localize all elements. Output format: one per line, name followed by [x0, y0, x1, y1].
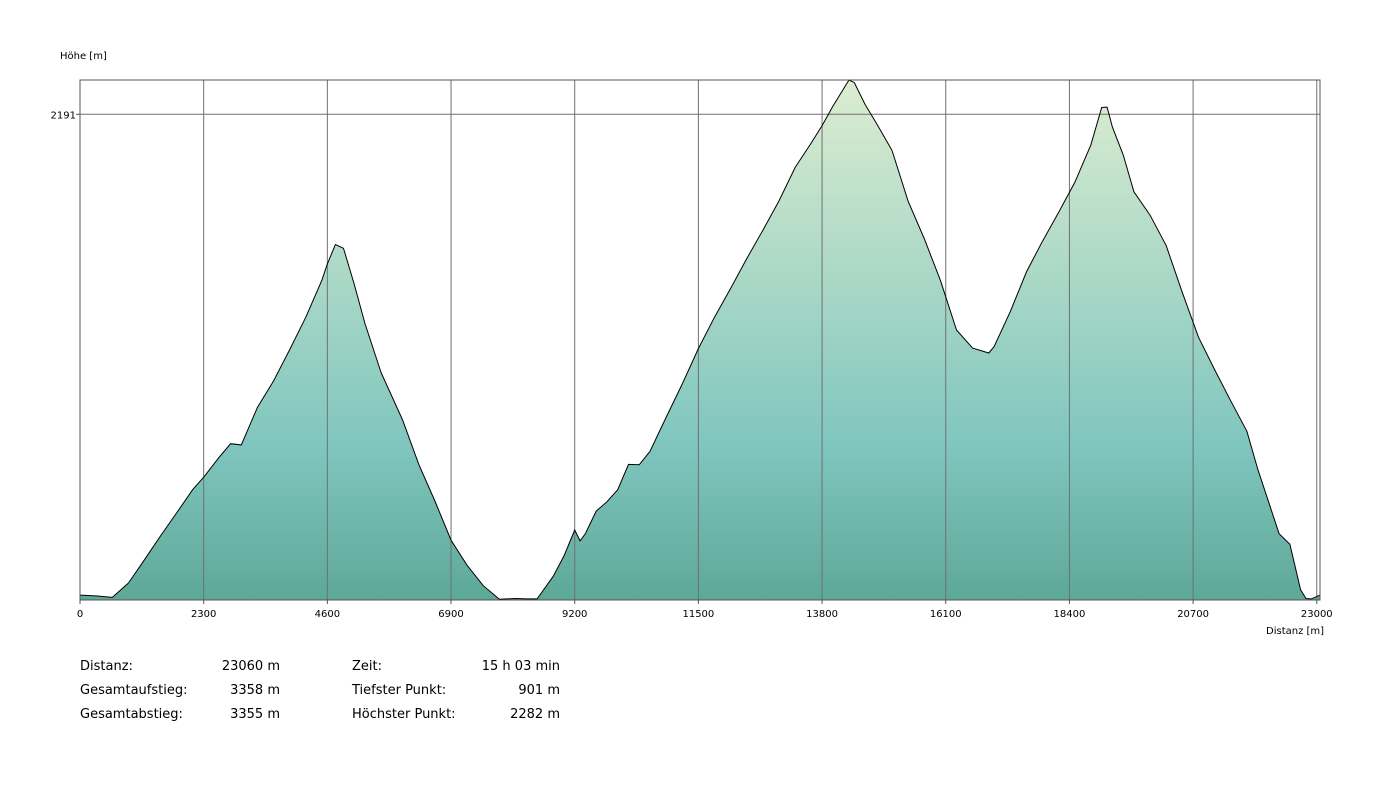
stat-total-ascent: Gesamtaufstieg: 3358 m	[80, 682, 280, 706]
stat-total-descent: Gesamtabstieg: 3355 m	[80, 706, 280, 730]
elevation-line	[79, 79, 1321, 600]
x-tick-label: 9200	[562, 609, 587, 620]
stat-label: Distanz:	[80, 659, 133, 674]
stats-left-column: Distanz: 23060 m Gesamtaufstieg: 3358 m …	[80, 658, 280, 730]
stat-value: 3355 m	[230, 707, 280, 722]
stat-label: Tiefster Punkt:	[352, 683, 447, 698]
y-tick-labels: 2191	[51, 110, 80, 121]
stat-label: Gesamtabstieg:	[80, 707, 183, 722]
x-tick-label: 6900	[438, 609, 463, 620]
x-tick-label: 23000	[1301, 609, 1333, 620]
x-tick-label: 2300	[191, 609, 216, 620]
stat-value: 2282 m	[510, 707, 560, 722]
x-tick-label: 18400	[1054, 609, 1086, 620]
x-tick-labels: 0 2300 4600 6900 9200 11500 13800 16100 18400 207…	[77, 600, 1333, 620]
elevation-profile-chart: 0 2300 4600 6900 9200 11500 13800 16100 18400 207…	[51, 79, 1333, 620]
stat-lowest-point: Tiefster Punkt: 901 m	[352, 682, 560, 706]
stat-label: Höchster Punkt:	[352, 707, 456, 722]
stat-value: 15 h 03 min	[481, 659, 560, 674]
x-tick-label: 0	[77, 609, 83, 620]
x-tick-label: 20700	[1177, 609, 1209, 620]
y-axis-title: Höhe [m]	[60, 51, 107, 62]
stat-distance: Distanz: 23060 m	[80, 658, 280, 682]
stat-label: Gesamtaufstieg:	[80, 683, 188, 698]
plot-frame	[79, 79, 1321, 601]
stat-value: 3358 m	[230, 683, 280, 698]
y-tick-label: 2191	[51, 110, 76, 121]
stat-value: 23060 m	[221, 659, 280, 674]
stat-value: 901 m	[518, 683, 560, 698]
x-axis-title: Distanz [m]	[1266, 626, 1325, 637]
elevation-area	[80, 80, 1320, 600]
x-tick-label: 16100	[930, 609, 962, 620]
x-tick-label: 13800	[806, 609, 838, 620]
stat-highest-point: Höchster Punkt: 2282 m	[352, 706, 560, 730]
stat-label: Zeit:	[352, 659, 382, 674]
stat-time: Zeit: 15 h 03 min	[352, 658, 560, 682]
stats-right-column: Zeit: 15 h 03 min Tiefster Punkt: 901 m …	[352, 658, 560, 730]
grid-lines	[80, 80, 1320, 600]
x-tick-label: 4600	[315, 609, 340, 620]
x-tick-label: 11500	[682, 609, 714, 620]
